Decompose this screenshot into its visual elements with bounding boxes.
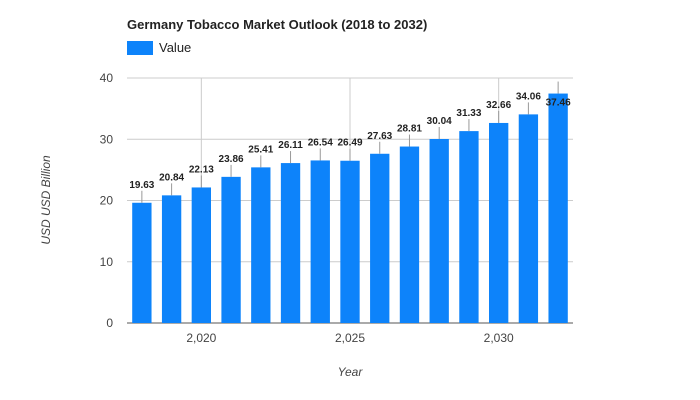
data-label: 34.06 xyxy=(516,91,541,102)
data-labels: 19.63 20.84 22.13 23.86 25.41 26.11 26.54 26.49… xyxy=(129,81,571,203)
data-label: 31.33 xyxy=(456,108,481,119)
bar xyxy=(429,139,449,323)
x-tick-label: 2,025 xyxy=(335,331,365,345)
legend-swatch xyxy=(127,40,153,55)
data-label: 32.66 xyxy=(486,100,511,111)
bar xyxy=(370,153,390,323)
bar xyxy=(251,167,271,323)
bar xyxy=(340,160,360,323)
data-label: 26.11 xyxy=(278,140,303,151)
data-label: 28.81 xyxy=(397,124,422,135)
data-label: 23.86 xyxy=(219,154,244,165)
y-axis-title: USD USD Billion xyxy=(39,155,53,245)
y-tick-label: 20 xyxy=(100,194,114,208)
bar xyxy=(161,195,182,323)
bar xyxy=(221,176,241,323)
data-label: 37.46 xyxy=(546,98,571,109)
x-tick-label: 2,020 xyxy=(186,331,216,345)
data-label: 22.13 xyxy=(189,164,214,175)
chart-title: Germany Tobacco Market Outlook (2018 to … xyxy=(127,17,428,32)
bar xyxy=(191,187,211,323)
axis-ticks: 0 10 20 30 40 2,020 2,025 2,030 xyxy=(100,71,514,345)
bar xyxy=(518,114,539,323)
data-label: 20.84 xyxy=(159,172,184,183)
data-label: 27.63 xyxy=(367,131,392,142)
legend-label: Value xyxy=(159,40,192,55)
x-tick-label: 2,030 xyxy=(484,331,514,345)
data-label: 25.41 xyxy=(248,144,273,155)
y-tick-label: 30 xyxy=(100,132,114,146)
legend: Value xyxy=(127,40,191,55)
bar xyxy=(548,93,568,324)
bar xyxy=(399,146,420,323)
y-tick-label: 40 xyxy=(100,71,114,85)
data-label: 19.63 xyxy=(129,180,154,191)
bars xyxy=(132,93,568,324)
bar xyxy=(489,122,509,324)
bar xyxy=(459,131,479,323)
data-label: 26.49 xyxy=(337,138,362,149)
data-label: 26.54 xyxy=(308,137,333,148)
data-label: 30.04 xyxy=(427,116,452,127)
bar xyxy=(132,202,152,323)
x-axis-title: Year xyxy=(338,365,364,379)
y-tick-label: 10 xyxy=(100,255,114,269)
bar xyxy=(310,160,330,323)
bar xyxy=(280,163,301,323)
y-tick-label: 0 xyxy=(106,316,113,330)
